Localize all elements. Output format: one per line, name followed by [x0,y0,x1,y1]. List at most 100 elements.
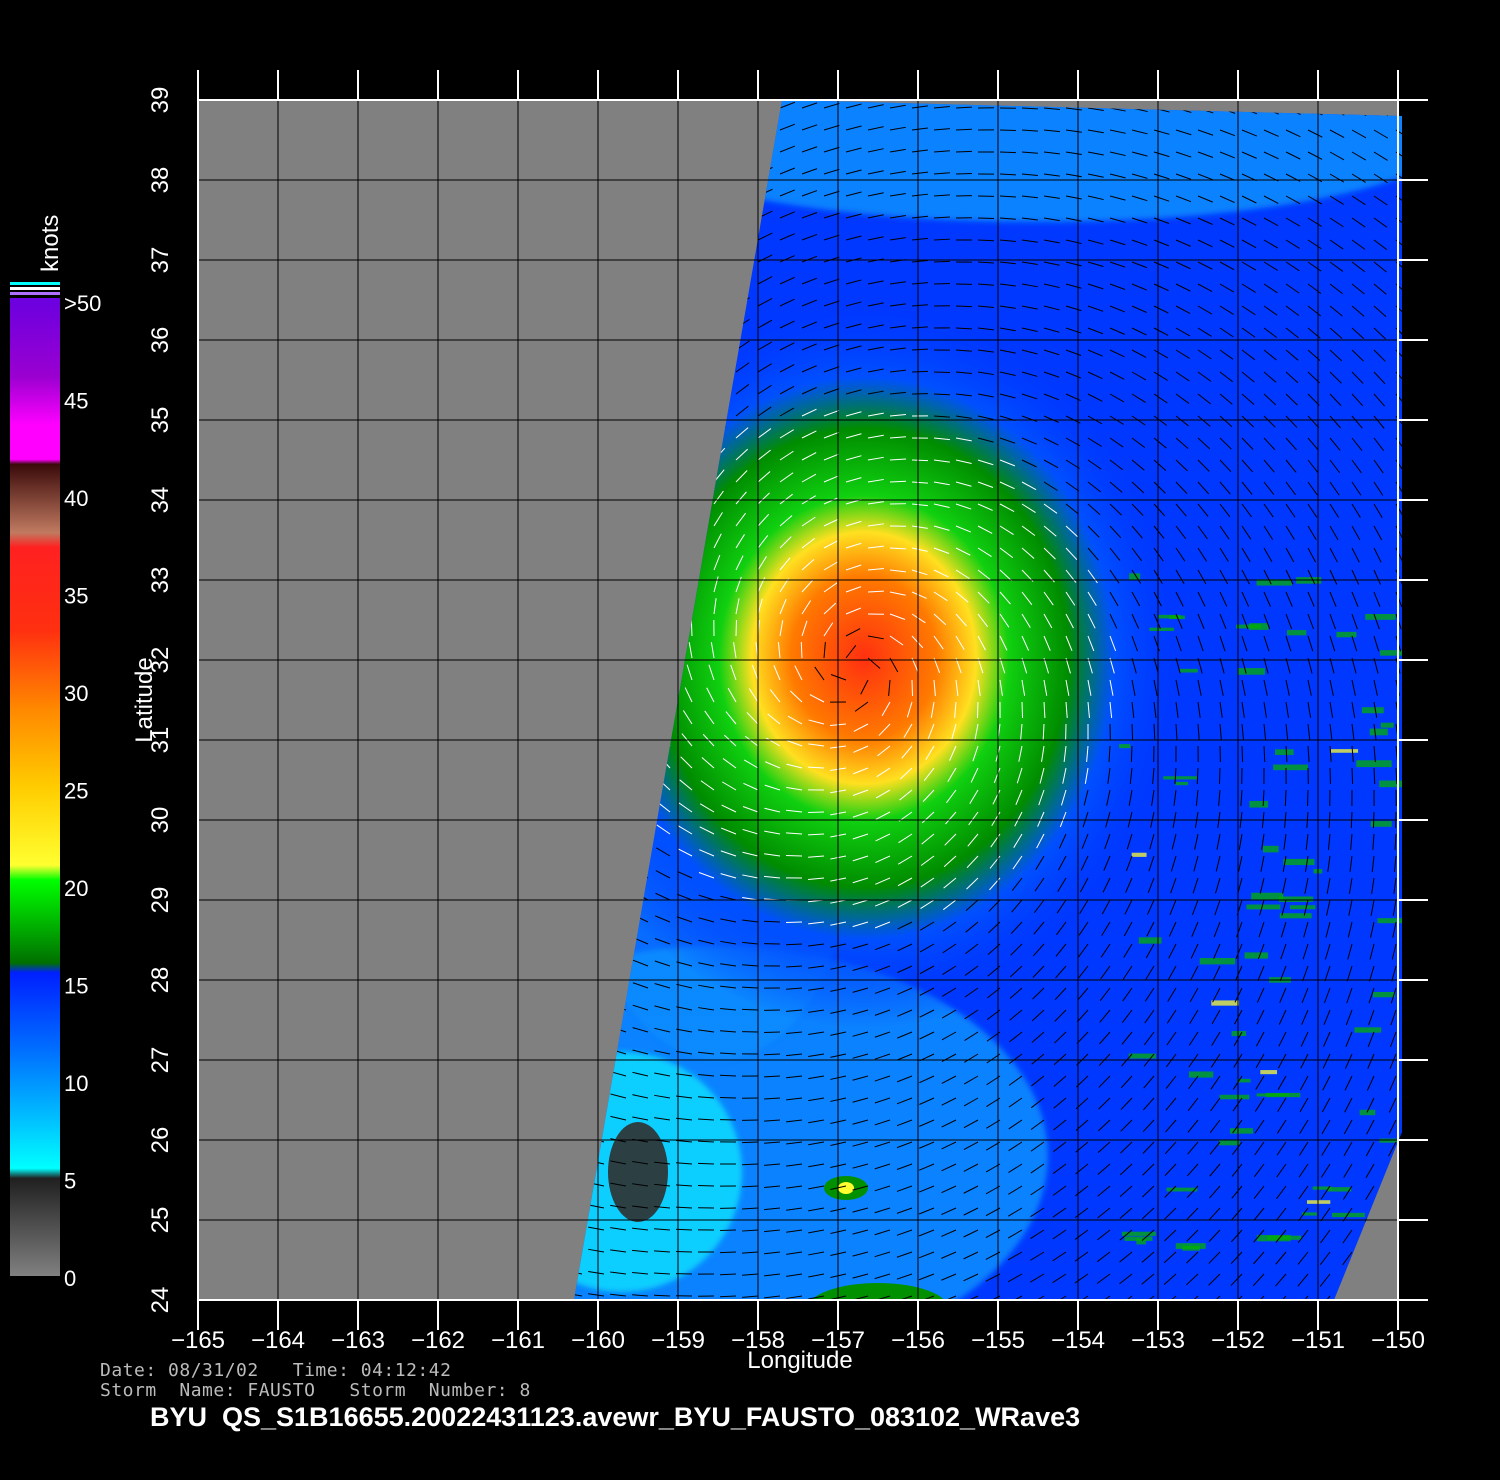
colorbar-label: 5 [64,1169,76,1194]
colorbar-label: 45 [64,389,88,414]
wind-barb [720,1274,736,1275]
wind-barb [934,261,950,262]
streak [1119,744,1130,748]
colorbar-label: 20 [64,876,88,901]
streak [1179,669,1197,673]
colorbar-top-stripe-cyan [10,282,60,285]
file-name-line: BYU QS_S1B16655.20022431123.avewr_BYU_FA… [150,1402,1080,1433]
wind-barb [786,855,802,856]
lon-tick-label: −150 [1371,1327,1425,1354]
wind-barb [764,1032,780,1033]
wind-barb [1352,768,1353,784]
colorbar-label: 35 [64,584,88,609]
wind-barb [786,922,802,923]
streak [1257,1093,1289,1096]
colorbar-legend: knots >50454035302520151050 [10,215,101,1291]
colorbar-label: 25 [64,779,88,804]
wind-barb [742,1164,758,1165]
lat-tick-label: 39 [147,87,174,114]
streak [1263,846,1279,853]
streak [1132,853,1147,857]
wind-barb [956,306,972,307]
wind-barb [1000,152,1016,153]
wind-barb [698,1163,714,1164]
lon-tick-label: −159 [651,1327,705,1354]
streak [1149,628,1173,631]
streak [1362,707,1384,713]
colorbar-top-stripe-violet [10,292,60,295]
colorbar-gradient [10,298,60,1276]
streak [1328,1187,1352,1191]
streak [1136,1239,1146,1245]
lon-tick-label: −153 [1131,1327,1185,1354]
colorbar-label: 10 [64,1071,88,1096]
lat-tick-label: 33 [147,567,174,594]
streak [1260,1070,1277,1074]
lon-tick-label: −154 [1051,1327,1105,1354]
streak [1331,749,1358,753]
streak [1273,765,1308,771]
streak [1189,1071,1213,1077]
streak [1283,859,1314,865]
wind-barb [956,151,972,152]
lat-tick-label: 28 [147,967,174,994]
lat-tick-label: 26 [147,1127,174,1154]
eddy-inner [838,1182,854,1194]
lat-tick-label: 38 [147,167,174,194]
streak [1378,918,1410,923]
streak [1381,723,1394,728]
streak [1373,992,1395,997]
wind-barb [1022,702,1023,718]
south-green-patch [808,1283,948,1333]
streak [1182,1246,1199,1251]
streak [1251,893,1283,900]
streak [1249,623,1268,630]
wind-barb [912,680,913,696]
lat-tick-label: 27 [147,1047,174,1074]
wind-barb [720,1097,736,1098]
streak [1267,1236,1301,1240]
streak [1280,913,1312,918]
lat-tick-label: 34 [147,487,174,514]
colorbar-label: 15 [64,974,88,999]
lon-tick-label: −156 [891,1327,945,1354]
lon-tick-label: −151 [1291,1327,1345,1354]
wind-barb [977,702,978,718]
streak [1356,760,1391,767]
streak [1232,1031,1247,1036]
wind-barb [1285,790,1286,806]
streak [1200,958,1235,964]
lat-tick-label: 30 [147,807,174,834]
wind-barb [978,218,994,219]
streak [1354,1027,1381,1032]
wind-barb [956,173,972,174]
streak [1249,801,1268,808]
colorbar-label: >50 [64,291,101,316]
storm-name-line: Storm Name: FAUSTO Storm Number: 8 [100,1380,531,1401]
streak [1237,668,1265,675]
wind-barb [912,371,928,372]
colorbar-label: 30 [64,681,88,706]
streak [1290,905,1315,909]
lat-tick-label: 37 [147,247,174,274]
lon-tick-label: −152 [1211,1327,1265,1354]
streak [1245,952,1268,958]
streak [1220,1095,1250,1100]
streak [1365,614,1395,620]
lon-tick-label: −160 [571,1327,625,1354]
colorbar-unit: knots [37,215,64,272]
lon-tick-label: −165 [171,1327,225,1354]
lat-tick-label: 25 [147,1207,174,1234]
x-axis-title: Longitude [747,1347,852,1374]
streak [1246,905,1280,910]
wind-barb [890,481,906,482]
streak [1219,1140,1240,1145]
streak [1175,782,1188,785]
streak [1307,1200,1330,1204]
lat-tick-label: 24 [147,1287,174,1314]
streak [1336,632,1356,637]
streak [1379,781,1403,788]
streak [1163,776,1197,779]
lon-tick-label: −164 [251,1327,305,1354]
